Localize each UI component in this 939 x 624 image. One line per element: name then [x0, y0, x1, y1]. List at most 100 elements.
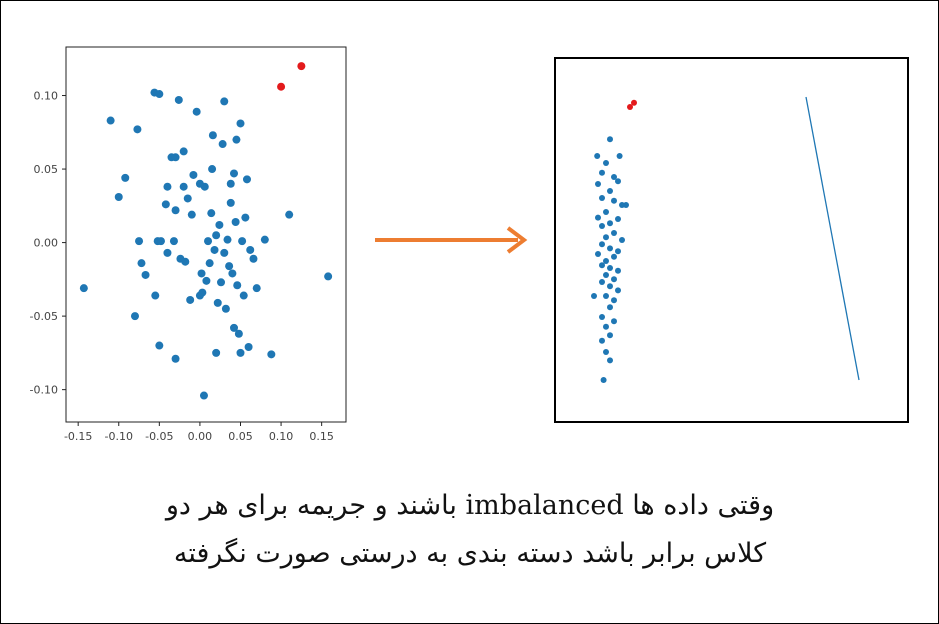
data-point — [324, 272, 333, 281]
decision-boundary-line — [805, 96, 860, 381]
data-point — [236, 348, 245, 357]
data-point — [611, 297, 617, 304]
data-point — [179, 147, 188, 156]
data-point — [615, 178, 621, 185]
x-tick-label: -0.10 — [105, 430, 133, 443]
y-tick-label: 0.05 — [34, 163, 59, 176]
data-point — [246, 245, 255, 254]
data-point — [226, 179, 235, 188]
data-point — [202, 276, 211, 285]
data-point — [611, 230, 617, 236]
caption-line-2: کلاس برابر باشد دسته بندی به درستی صورت … — [173, 538, 767, 569]
data-point — [161, 200, 170, 209]
data-point — [218, 140, 227, 149]
data-point — [238, 237, 247, 246]
left-plot-ticks: -0.15 -0.10 -0.05 0.00 0.05 0.10 0.15 0.10 0.05 0… — [30, 90, 334, 443]
data-point — [615, 287, 621, 294]
x-tick-label: -0.15 — [64, 430, 92, 443]
data-point — [207, 209, 216, 218]
data-point — [195, 179, 204, 188]
data-point — [171, 354, 180, 363]
data-point — [260, 235, 269, 244]
x-tick-label: 0.10 — [269, 430, 294, 443]
data-point — [226, 198, 235, 207]
data-point — [221, 304, 230, 313]
data-point — [220, 97, 229, 106]
data-point — [603, 323, 609, 330]
data-point — [623, 202, 629, 208]
data-point — [627, 104, 633, 110]
data-point — [208, 131, 217, 140]
data-point — [230, 169, 238, 178]
data-point — [249, 254, 258, 263]
data-point — [169, 237, 178, 246]
data-point — [603, 349, 609, 355]
data-point — [607, 265, 613, 271]
data-point — [595, 251, 601, 257]
data-point — [106, 116, 115, 125]
data-point — [599, 314, 605, 320]
data-point — [594, 153, 601, 159]
data-point — [619, 237, 625, 243]
data-point — [130, 312, 139, 321]
data-point — [199, 391, 208, 400]
data-point — [231, 218, 240, 226]
data-point — [135, 237, 144, 246]
x-tick-label: 0.15 — [309, 430, 334, 443]
caption-line-1: وقتی داده ها imbalanced باشند و جریمه بر… — [165, 490, 775, 521]
data-point — [599, 279, 605, 285]
data-point — [230, 323, 238, 332]
data-point — [591, 293, 597, 299]
x-tick-label: 0.05 — [228, 430, 253, 443]
data-point — [600, 377, 607, 383]
data-point — [186, 295, 195, 304]
data-point — [607, 357, 613, 364]
data-point — [220, 248, 229, 257]
data-point — [611, 197, 617, 204]
data-point — [599, 169, 605, 176]
x-tick-label: 0.00 — [188, 430, 213, 443]
data-point — [234, 329, 243, 338]
arrow-icon — [375, 226, 528, 254]
data-point — [208, 165, 217, 174]
data-point — [603, 209, 609, 215]
data-point — [236, 119, 245, 128]
data-point — [215, 220, 224, 229]
data-point — [181, 257, 190, 266]
y-tick-label: 0.00 — [34, 237, 59, 250]
data-point — [244, 343, 253, 351]
data-point — [239, 291, 248, 300]
data-point — [603, 234, 609, 241]
data-point — [212, 231, 221, 240]
data-point — [603, 160, 609, 166]
data-point — [156, 237, 165, 246]
data-point — [137, 259, 146, 268]
data-point — [217, 278, 226, 287]
data-point — [141, 270, 150, 279]
data-point — [151, 291, 160, 300]
data-point — [611, 276, 617, 283]
data-point — [225, 262, 234, 271]
data-point — [213, 298, 222, 307]
data-point — [252, 284, 261, 293]
data-point — [595, 214, 601, 221]
data-point — [297, 62, 306, 71]
data-point — [174, 95, 183, 104]
data-point — [603, 272, 609, 278]
data-point — [210, 245, 219, 254]
data-point — [79, 284, 88, 293]
data-point — [615, 267, 621, 274]
data-point — [189, 170, 198, 179]
data-point — [242, 175, 251, 184]
data-point — [241, 213, 250, 222]
data-point — [133, 125, 142, 134]
data-point — [232, 135, 241, 144]
x-tick-label: -0.05 — [145, 430, 173, 443]
data-point — [631, 99, 637, 106]
data-point — [212, 348, 221, 357]
data-point — [155, 341, 164, 350]
data-point — [607, 283, 613, 290]
y-tick-label: 0.10 — [34, 90, 59, 103]
y-tick-label: -0.10 — [30, 384, 58, 397]
